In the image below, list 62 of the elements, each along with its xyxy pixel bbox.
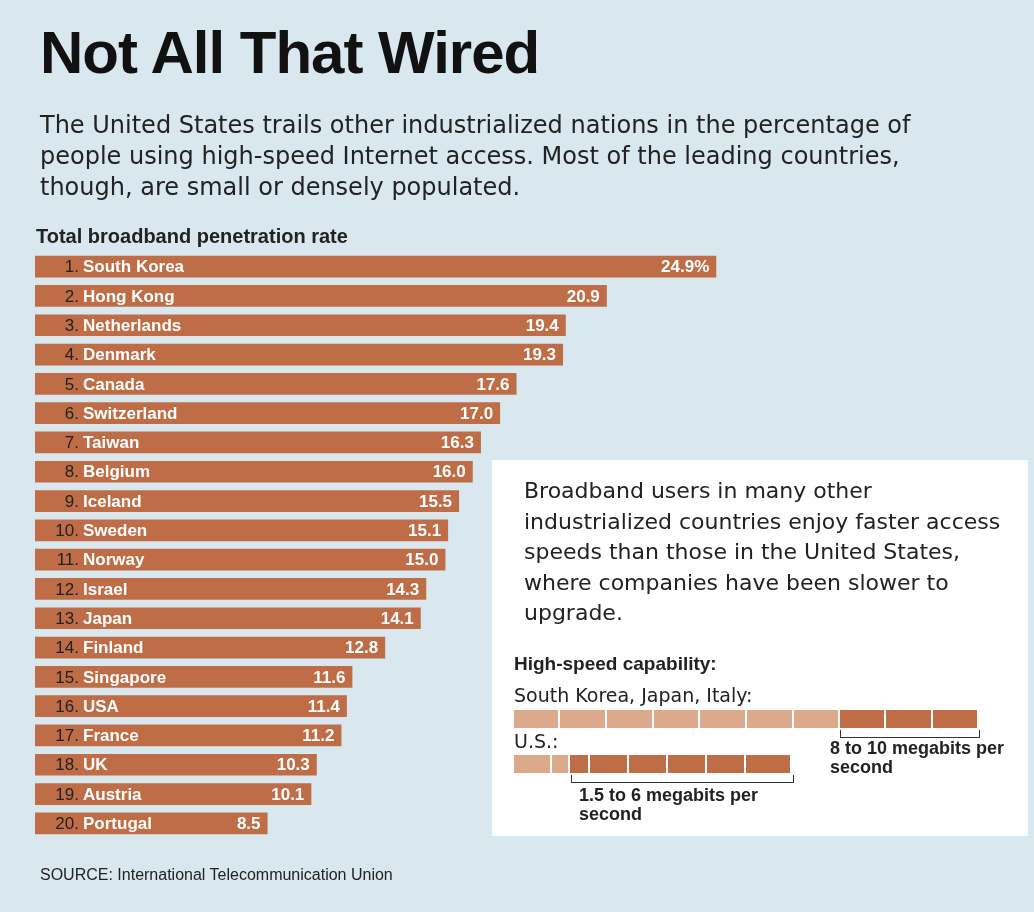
y-tick-label: 19. Austria (55, 784, 143, 804)
y-tick-label: 20. Portugal (55, 814, 152, 834)
y-tick-label: 14. Finland (55, 638, 144, 658)
y-tick-label: 12. Israel (55, 579, 128, 599)
y-tick-label: 2. Hong Kong (64, 286, 175, 306)
data-label: 17.0 (460, 403, 494, 423)
chart-subtitle: The United States trails other industrialized nations in the percentage of people using high-speed Internet access. Most of the leading countries, though, are small or densely populated. (40, 110, 912, 203)
y-tick-label: 9. Iceland (64, 491, 142, 511)
y-tick-label: 11. Norway (56, 550, 145, 570)
bar (35, 373, 517, 395)
y-tick-label: 6. Switzerland (64, 403, 178, 423)
bar (35, 460, 473, 483)
bar (35, 343, 564, 366)
y-tick-label: 13. Japan (55, 608, 133, 628)
bar (35, 607, 421, 630)
data-label: 15.0 (405, 550, 439, 570)
data-label: 11.4 (307, 696, 341, 716)
y-tick-label: 3. Netherlands (64, 315, 182, 335)
bar (35, 695, 347, 717)
bar (35, 753, 317, 776)
annotation: South Korea, Japan, Italy: (514, 684, 753, 706)
annotation: 1.5 to 6 megabits per second (579, 785, 760, 824)
y-tick-label: 10. Sweden (55, 521, 148, 541)
source-note: SOURCE: International Telecommunication Union (40, 866, 393, 884)
y-tick-label: 17. France (55, 726, 139, 746)
data-label: 15.1 (408, 521, 442, 541)
bar (35, 402, 501, 424)
y-tick-label: 1. South Korea (64, 257, 185, 277)
bar (35, 578, 427, 600)
data-label: 24.9% (661, 257, 710, 277)
annotation: High-speed capability: (514, 653, 717, 675)
y-tick-label: 4. Denmark (64, 345, 157, 365)
data-label: 14.3 (386, 579, 420, 599)
data-label: 15.5 (418, 491, 453, 511)
y-tick-label: 16. USA (55, 696, 119, 716)
y-tick-label: 5. Canada (64, 374, 145, 394)
bar (35, 285, 607, 307)
text: 8 to 10 megabits per second (830, 738, 1006, 777)
data-label: 11.6 (313, 667, 346, 687)
data-label: 14.1 (380, 608, 414, 628)
y-tick-label: 18. UK (55, 755, 109, 775)
y-tick-label: 7. Taiwan (64, 433, 140, 453)
data-label: 10.1 (271, 784, 305, 804)
y-tick-label: 15. Singapore (55, 667, 167, 687)
bar (35, 314, 566, 337)
annotation: Broadband users in many other industrialized countries enjoy faster access speeds than those in the United States, where companies have been slower to upgrade. (524, 477, 1002, 627)
data-label: 20.9 (566, 286, 600, 306)
data-label: 11.2 (302, 726, 335, 746)
data-label: 12.8 (345, 638, 379, 658)
x-axis-title: Total broadband penetration rate (36, 225, 348, 248)
chart-title: Not All That Wired (40, 18, 540, 87)
data-label: 19.4 (525, 315, 560, 335)
bar (35, 431, 481, 454)
data-label: 19.3 (522, 345, 557, 365)
data-label: 17.6 (476, 374, 510, 394)
data-label: 16.0 (432, 462, 466, 482)
data-label: 16.3 (440, 433, 474, 453)
annotation: U.S.: (514, 730, 559, 752)
bar (35, 490, 460, 512)
data-label: 8.5 (236, 814, 261, 834)
y-tick-label: 8. Belgium (64, 462, 151, 482)
data-label: 10.3 (276, 755, 310, 775)
